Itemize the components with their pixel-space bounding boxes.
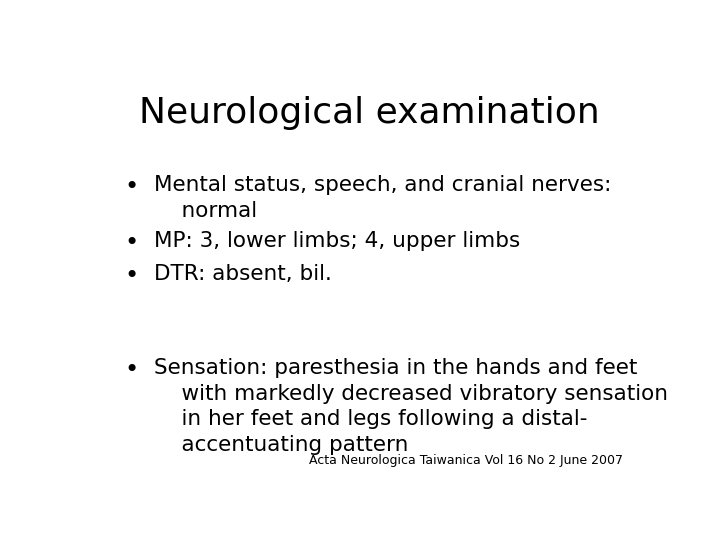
Text: Mental status, speech, and cranial nerves:
    normal: Mental status, speech, and cranial nerve… [154, 175, 611, 220]
Text: MP: 3, lower limbs; 4, upper limbs: MP: 3, lower limbs; 4, upper limbs [154, 231, 521, 251]
Text: •: • [125, 231, 139, 255]
Text: •: • [125, 358, 139, 382]
Text: Sensation: paresthesia in the hands and feet
    with markedly decreased vibrato: Sensation: paresthesia in the hands and … [154, 358, 668, 455]
Text: DTR: absent, bil.: DTR: absent, bil. [154, 265, 332, 285]
Text: Acta Neurologica Taiwanica Vol 16 No 2 June 2007: Acta Neurologica Taiwanica Vol 16 No 2 J… [309, 454, 623, 467]
Text: •: • [125, 265, 139, 288]
Text: •: • [125, 175, 139, 199]
Text: Neurological examination: Neurological examination [139, 96, 599, 130]
